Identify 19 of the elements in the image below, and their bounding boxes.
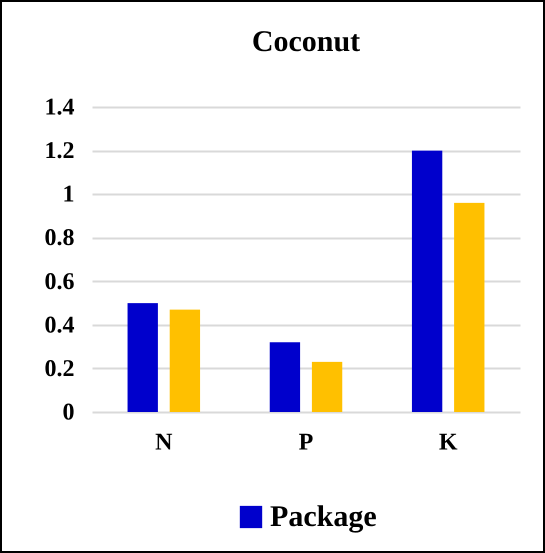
x-tick-label: N	[155, 430, 174, 456]
bar	[412, 150, 442, 412]
chart-title: Coconut	[252, 25, 360, 58]
y-tick-label: 1.2	[44, 138, 74, 164]
y-tick-label: 0.6	[44, 268, 74, 295]
bar	[170, 310, 200, 412]
bar	[270, 342, 300, 412]
bar	[454, 202, 484, 412]
y-tick-label: 0.2	[44, 356, 74, 382]
y-tick-label: 0	[62, 400, 74, 426]
y-tick-label: 0.8	[44, 225, 74, 252]
legend-label: Package	[270, 500, 377, 533]
x-tick-label: K	[438, 430, 458, 456]
x-tick-label: P	[298, 430, 314, 456]
bar	[312, 362, 342, 412]
bar	[128, 303, 158, 412]
y-tick-label: 1	[62, 182, 74, 208]
y-tick-label: 1.4	[44, 94, 74, 120]
y-tick-label: 0.4	[44, 312, 74, 338]
